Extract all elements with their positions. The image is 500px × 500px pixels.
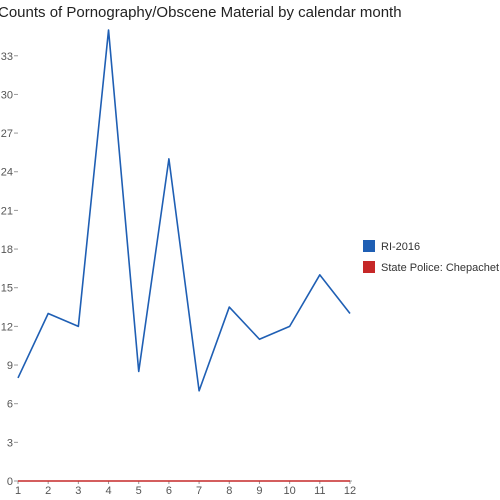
data-point <box>47 480 49 482</box>
legend-swatch <box>363 240 375 252</box>
y-tick-label: 9 <box>7 360 13 372</box>
y-tick-label: 3 <box>7 437 13 449</box>
y-tick-label: 12 <box>1 321 13 333</box>
data-point <box>319 480 321 482</box>
data-point <box>319 274 321 276</box>
y-tick-label: 27 <box>1 128 13 140</box>
data-point <box>198 390 200 392</box>
data-point <box>349 480 351 482</box>
y-tick-label: 21 <box>1 205 13 217</box>
y-tick-label: 30 <box>1 89 13 101</box>
x-tick-label: 10 <box>284 485 296 497</box>
data-point <box>258 338 260 340</box>
legend: RI-2016 State Police: Chepachet <box>363 240 499 274</box>
x-tick-label: 1 <box>15 485 21 497</box>
legend-label: RI-2016 <box>381 241 420 253</box>
data-point <box>168 480 170 482</box>
x-tick-label: 3 <box>75 485 81 497</box>
data-point <box>289 480 291 482</box>
y-tick-label: 33 <box>1 51 13 63</box>
x-tick-label: 2 <box>45 485 51 497</box>
y-tick-label: 15 <box>1 283 13 295</box>
data-point <box>138 370 140 372</box>
y-tick-label: 18 <box>1 244 13 256</box>
x-tick-label: 7 <box>196 485 202 497</box>
chart-title: Counts of Pornography/Obscene Material b… <box>0 4 402 21</box>
data-point <box>17 377 19 379</box>
series-line-1 <box>17 29 351 392</box>
data-point <box>349 312 351 314</box>
data-point <box>228 480 230 482</box>
data-point <box>108 480 110 482</box>
data-point <box>168 158 170 160</box>
data-point <box>289 325 291 327</box>
x-tick-label: 4 <box>105 485 111 497</box>
data-point <box>138 480 140 482</box>
data-point <box>17 480 19 482</box>
data-point <box>47 312 49 314</box>
legend-swatch <box>363 261 375 273</box>
x-tick-label: 9 <box>256 485 262 497</box>
data-point <box>198 480 200 482</box>
y-tick-label: 24 <box>1 167 13 179</box>
data-point <box>77 480 79 482</box>
data-point <box>108 29 110 31</box>
y-tick-label: 0 <box>7 476 13 488</box>
legend-label: State Police: Chepachet <box>381 262 499 274</box>
x-tick-label: 6 <box>166 485 172 497</box>
data-point <box>228 306 230 308</box>
data-point <box>77 325 79 327</box>
series-lines <box>17 29 351 482</box>
y-tick-label: 6 <box>7 399 13 411</box>
x-tick-label: 8 <box>226 485 232 497</box>
x-tick-label: 11 <box>314 485 325 497</box>
x-tick-label: 5 <box>136 485 142 497</box>
x-tick-label: 12 <box>344 485 356 497</box>
data-point <box>258 480 260 482</box>
